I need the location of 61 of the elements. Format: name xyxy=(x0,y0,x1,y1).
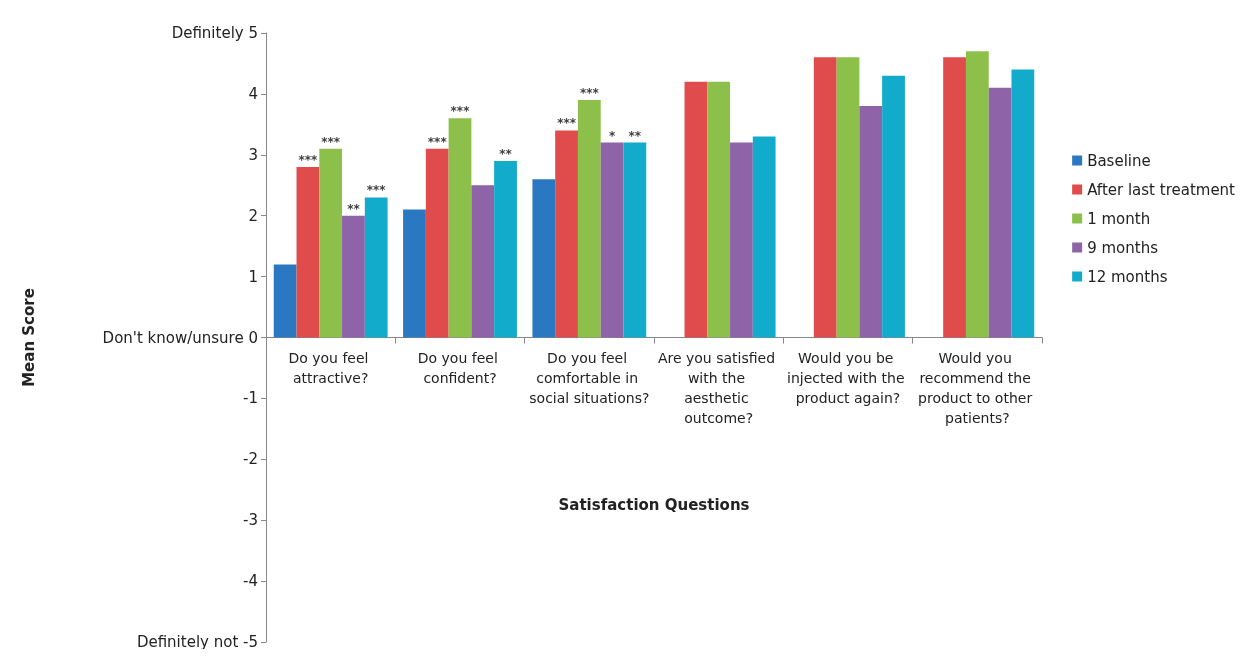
bar xyxy=(859,106,883,338)
bar xyxy=(1011,69,1035,338)
data-label: *** xyxy=(298,152,319,167)
bar xyxy=(813,57,837,338)
bar xyxy=(600,142,624,338)
data-label: ** xyxy=(628,128,642,143)
y-axis-title: Mean Score xyxy=(19,288,38,387)
data-label: *** xyxy=(557,116,577,131)
bar xyxy=(707,81,731,338)
bar xyxy=(296,166,320,338)
y-tick-label: -1 xyxy=(243,389,258,408)
bar xyxy=(273,264,297,338)
data-label: *** xyxy=(450,104,471,119)
legend-label: After last treatment xyxy=(1087,180,1236,199)
y-tick-label: Don't know/unsure 0 xyxy=(102,328,258,347)
bar xyxy=(403,209,426,338)
y-tick-label: -4 xyxy=(243,572,258,591)
legend-label: Baseline xyxy=(1087,151,1151,170)
bar xyxy=(364,197,388,338)
bar xyxy=(943,57,966,338)
x-tick-label: Do you feel confident? xyxy=(417,349,503,386)
data-label: ** xyxy=(499,146,513,161)
data-label: *** xyxy=(366,183,387,198)
bar xyxy=(988,87,1012,338)
bar xyxy=(684,81,708,338)
data-label: *** xyxy=(579,85,600,100)
legend-label: 9 months xyxy=(1087,238,1159,257)
bar xyxy=(471,185,495,338)
data-label: *** xyxy=(427,134,448,149)
data-label: ** xyxy=(347,201,361,216)
y-tick-label: 2 xyxy=(248,206,258,225)
x-axis-title: Satisfaction Questions xyxy=(558,496,750,514)
y-tick-label: 1 xyxy=(248,267,258,286)
bar xyxy=(425,148,449,338)
bar xyxy=(752,136,776,338)
bar xyxy=(319,148,343,338)
y-tick-label: -3 xyxy=(243,511,258,530)
x-tick-label: Would you recommend the product to other patients? xyxy=(918,349,1037,426)
bar xyxy=(448,118,472,338)
x-tick-label: Are you satisfied with the aesthetic outcome? xyxy=(657,349,780,426)
legend-label: 12 months xyxy=(1087,267,1168,286)
bar xyxy=(577,99,601,338)
bar xyxy=(882,75,905,338)
x-tick-label: Would you be injected with the product again? xyxy=(787,349,909,406)
bar xyxy=(623,142,647,338)
bar xyxy=(342,215,365,338)
bar xyxy=(555,130,578,338)
data-label: *** xyxy=(321,134,341,149)
bar xyxy=(836,57,860,338)
y-tick-label: -2 xyxy=(243,450,258,469)
bar xyxy=(532,179,556,338)
bar xyxy=(730,142,753,338)
y-tick-label: 4 xyxy=(248,84,258,103)
bar xyxy=(494,160,517,338)
x-tick-label: Do you feel comfortable in social situations? xyxy=(529,349,650,406)
bar xyxy=(965,51,989,338)
y-tick-label: Definitely 5 xyxy=(171,24,258,42)
legend-label: 1 month xyxy=(1087,209,1151,228)
x-tick-label: Do you feel attractive? xyxy=(288,349,373,386)
y-tick-label: 3 xyxy=(248,145,258,164)
data-label: * xyxy=(608,128,616,143)
